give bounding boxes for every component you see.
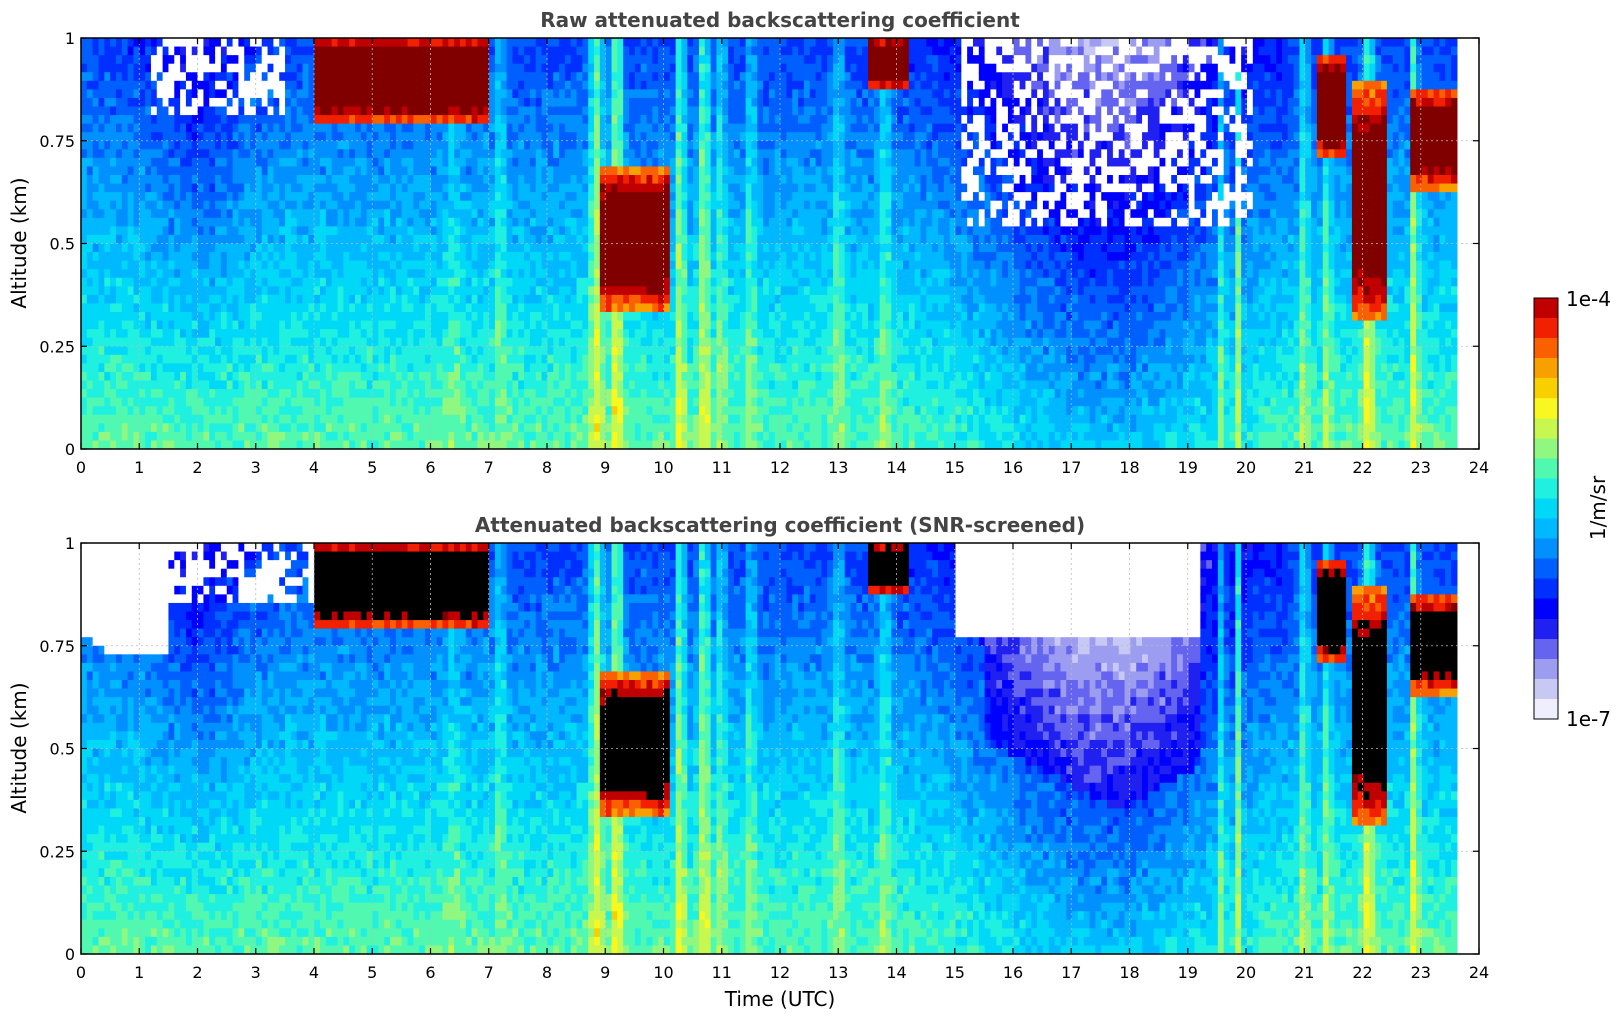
x-tick-label: 2 (192, 458, 202, 477)
y-tick-label: 0.5 (50, 235, 75, 254)
x-tick-label: 9 (600, 458, 610, 477)
x-tick-label: 6 (425, 963, 435, 982)
x-tick-label: 18 (1119, 458, 1139, 477)
y-tick-label: 0.75 (39, 637, 75, 656)
y-tick-label: 1 (65, 534, 75, 553)
x-tick-label: 24 (1469, 963, 1489, 982)
x-tick-label: 18 (1119, 963, 1139, 982)
x-tick-label: 20 (1236, 458, 1256, 477)
x-tick-label: 5 (367, 963, 377, 982)
x-tick-label: 12 (770, 458, 790, 477)
x-tick-label: 6 (425, 458, 435, 477)
x-tick-label: 15 (945, 458, 965, 477)
colorbar-max-label: 1e-4 (1566, 287, 1611, 311)
x-tick-label: 21 (1294, 963, 1314, 982)
x-tick-label: 7 (484, 458, 494, 477)
y-axis-label-screened: Altitude (km) (7, 682, 31, 813)
x-tick-label: 8 (542, 963, 552, 982)
x-tick-label: 22 (1352, 458, 1372, 477)
x-tick-label: 24 (1469, 458, 1489, 477)
colorbar: 1e-4 1e-7 1/m/sr (1534, 287, 1611, 731)
panel-screened: Attenuated backscattering coefficient (S… (7, 513, 1489, 1011)
y-tick-label: 1 (65, 29, 75, 48)
x-tick-label: 2 (192, 963, 202, 982)
x-tick-label: 4 (309, 963, 319, 982)
x-tick-label: 17 (1061, 963, 1081, 982)
colorbar-gradient (1534, 298, 1558, 719)
x-tick-label: 19 (1178, 963, 1198, 982)
x-tick-label: 17 (1061, 458, 1081, 477)
panel-raw: Raw attenuated backscattering coefficien… (7, 8, 1489, 477)
x-tick-label: 3 (251, 963, 261, 982)
x-tick-label: 0 (76, 458, 86, 477)
panel-title-screened: Attenuated backscattering coefficient (S… (475, 513, 1085, 537)
panel-title-raw: Raw attenuated backscattering coefficien… (540, 8, 1020, 32)
x-tick-label: 16 (1003, 458, 1023, 477)
x-tick-label: 23 (1411, 963, 1431, 982)
x-tick-label: 11 (712, 963, 732, 982)
y-tick-label: 0.5 (50, 740, 75, 759)
y-tick-label: 0 (65, 440, 75, 459)
x-tick-label: 3 (251, 458, 261, 477)
x-tick-label: 16 (1003, 963, 1023, 982)
x-tick-label: 13 (828, 963, 848, 982)
x-tick-label: 10 (653, 963, 673, 982)
x-tick-label: 7 (484, 963, 494, 982)
x-tick-label: 19 (1178, 458, 1198, 477)
x-tick-label: 11 (712, 458, 732, 477)
x-tick-label: 9 (600, 963, 610, 982)
x-tick-label: 5 (367, 458, 377, 477)
x-tick-label: 14 (886, 458, 906, 477)
x-tick-label: 14 (886, 963, 906, 982)
x-tick-label: 10 (653, 458, 673, 477)
x-tick-label: 8 (542, 458, 552, 477)
y-tick-label: 0.75 (39, 132, 75, 151)
colorbar-min-label: 1e-7 (1566, 707, 1611, 731)
y-tick-label: 0 (65, 945, 75, 964)
x-tick-label: 22 (1352, 963, 1372, 982)
y-tick-label: 0.25 (39, 842, 75, 861)
x-tick-label: 15 (945, 963, 965, 982)
x-tick-label: 1 (134, 458, 144, 477)
x-tick-label: 13 (828, 458, 848, 477)
x-axis-label: Time (UTC) (724, 987, 836, 1011)
y-tick-label: 0.25 (39, 337, 75, 356)
x-tick-label: 1 (134, 963, 144, 982)
x-tick-label: 23 (1411, 458, 1431, 477)
x-tick-label: 0 (76, 963, 86, 982)
x-tick-label: 20 (1236, 963, 1256, 982)
x-tick-label: 4 (309, 458, 319, 477)
colorbar-unit-label: 1/m/sr (1586, 475, 1610, 540)
y-axis-label-raw: Altitude (km) (7, 177, 31, 308)
x-tick-label: 12 (770, 963, 790, 982)
x-tick-label: 21 (1294, 458, 1314, 477)
